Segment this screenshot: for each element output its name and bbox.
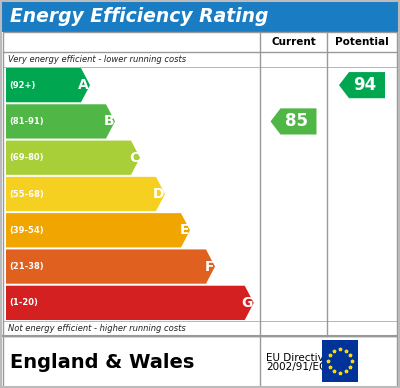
Polygon shape	[6, 140, 140, 175]
Polygon shape	[6, 213, 190, 248]
Bar	[3, 32, 397, 336]
Polygon shape	[339, 72, 385, 98]
Polygon shape	[6, 249, 215, 284]
Polygon shape	[6, 286, 254, 320]
Polygon shape	[6, 68, 90, 102]
Polygon shape	[6, 177, 165, 211]
Bar	[3, 336, 397, 388]
Text: E: E	[180, 223, 189, 237]
Text: G: G	[241, 296, 253, 310]
Text: Current: Current	[271, 37, 316, 47]
Text: Potential: Potential	[335, 37, 389, 47]
Text: 85: 85	[285, 113, 308, 130]
Bar	[0, 0, 400, 32]
Text: EU Directive: EU Directive	[266, 353, 330, 363]
Polygon shape	[270, 108, 316, 135]
Text: 94: 94	[353, 76, 377, 94]
Text: Energy Efficiency Rating: Energy Efficiency Rating	[10, 7, 268, 26]
Text: C: C	[129, 151, 139, 165]
Text: (1-20): (1-20)	[9, 298, 38, 307]
Text: (81-91): (81-91)	[9, 117, 44, 126]
Text: Not energy efficient - higher running costs: Not energy efficient - higher running co…	[8, 324, 186, 333]
Bar	[322, 340, 358, 382]
Text: (55-68): (55-68)	[9, 189, 44, 199]
Text: F: F	[204, 260, 214, 274]
Text: A: A	[78, 78, 89, 92]
Text: England & Wales: England & Wales	[10, 353, 194, 371]
Text: (21-38): (21-38)	[9, 262, 44, 271]
Text: (92+): (92+)	[9, 81, 35, 90]
Text: B: B	[103, 114, 114, 128]
Text: Very energy efficient - lower running costs: Very energy efficient - lower running co…	[8, 55, 186, 64]
Text: 2002/91/EC: 2002/91/EC	[266, 362, 326, 372]
Text: (69-80): (69-80)	[9, 153, 44, 162]
Text: D: D	[152, 187, 164, 201]
Polygon shape	[6, 104, 115, 139]
Text: (39-54): (39-54)	[9, 226, 44, 235]
